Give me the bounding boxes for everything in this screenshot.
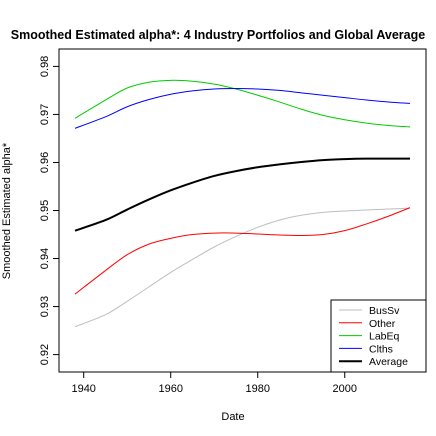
series-line-bussv xyxy=(74,207,411,328)
legend-label-average: Average xyxy=(369,356,408,368)
y-axis-label: Smoothed Estimated alpha* xyxy=(1,142,13,279)
series-line-other xyxy=(74,207,411,295)
x-tick-label: 1940 xyxy=(71,383,95,395)
y-tick-label: 0.92 xyxy=(39,344,51,365)
chart-title: Smoothed Estimated alpha*: 4 Industry Po… xyxy=(11,28,425,42)
y-tick-label: 0.96 xyxy=(39,152,51,173)
y-tick-label: 0.95 xyxy=(39,200,51,221)
x-tick-label: 1980 xyxy=(245,383,269,395)
series-line-average xyxy=(74,157,410,232)
y-tick-label: 0.93 xyxy=(39,296,51,317)
legend-label-labeq: LabEq xyxy=(369,331,400,343)
series-line-labeq xyxy=(74,79,411,128)
y-tick-label: 0.94 xyxy=(39,248,51,269)
legend-label-bussv: BusSv xyxy=(369,305,400,317)
x-axis: 1940 1960 1980 2000 xyxy=(71,371,357,395)
x-axis-label: Date xyxy=(221,411,244,423)
x-tick-label: 2000 xyxy=(332,383,356,395)
x-tick-label: 1960 xyxy=(158,383,182,395)
y-axis: 0.92 0.93 0.94 0.95 0.96 0.97 0.98 xyxy=(39,56,60,365)
y-tick-label: 0.98 xyxy=(39,56,51,77)
legend-label-clths: Clths xyxy=(369,343,393,355)
series-line-clths xyxy=(74,87,411,129)
y-tick-label: 0.97 xyxy=(39,104,51,125)
legend-label-other: Other xyxy=(369,318,396,330)
